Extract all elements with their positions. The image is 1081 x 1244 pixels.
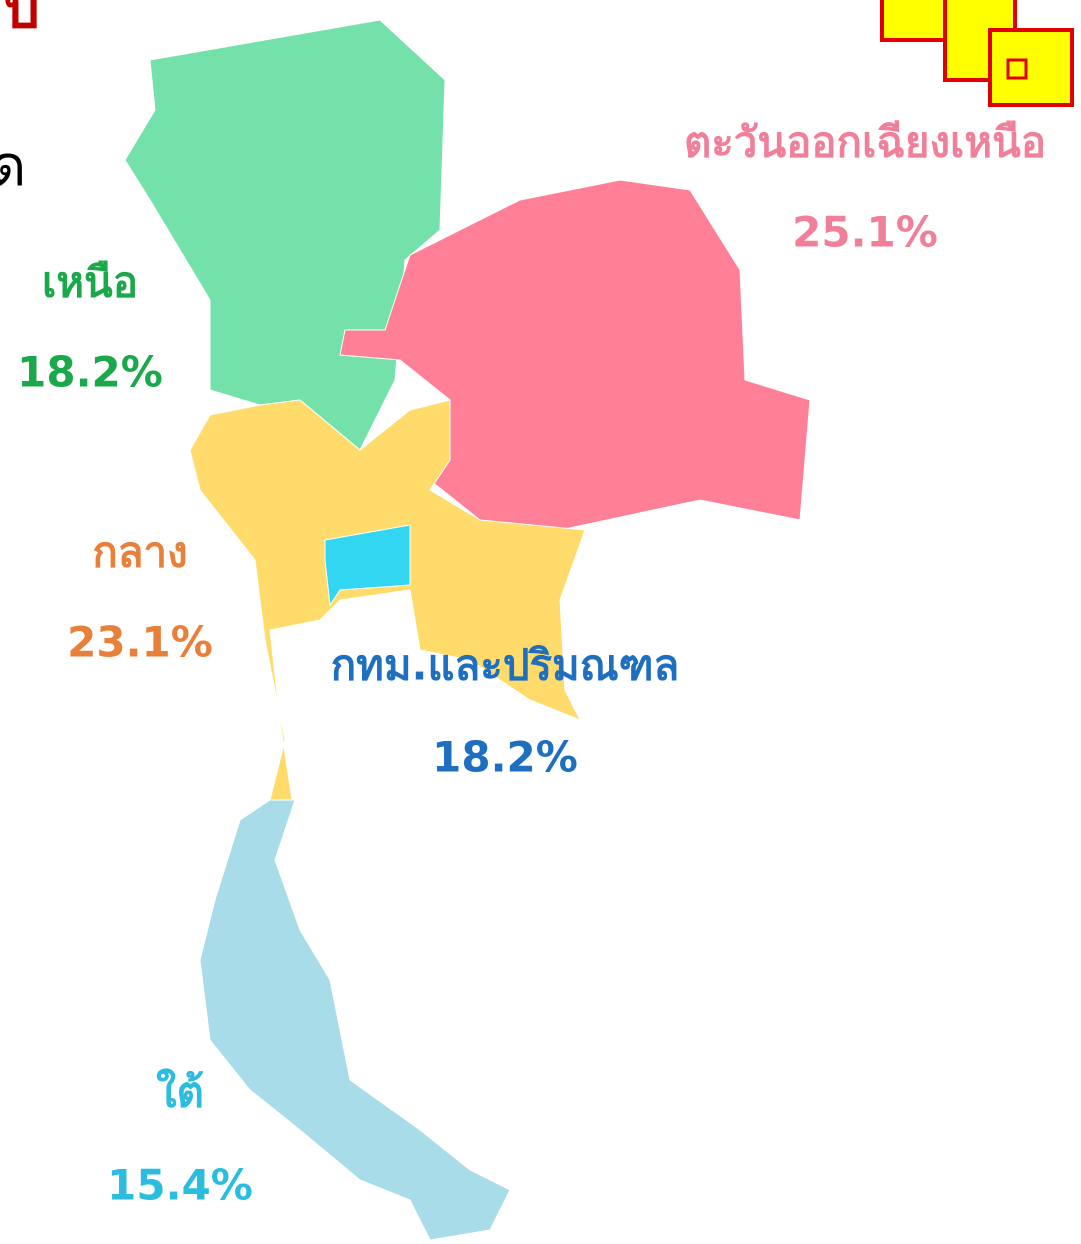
region-northeast [339,179,811,531]
region-share: 23.1% [67,618,213,667]
region-bangkok [324,524,411,607]
region-share: 18.2% [432,733,578,782]
region-name: กทม.และปริมณฑล [331,641,680,690]
region-south [199,799,511,1241]
region-north [124,19,446,451]
region-share: 15.4% [107,1161,253,1210]
region-share: 18.2% [17,348,163,397]
region-central [189,399,586,801]
region-name: ใต้ [156,1068,204,1117]
cropped-title: บ [4,0,40,41]
region-share: 25.1% [792,208,938,257]
cropped-title: ด [0,134,26,199]
ornament [880,0,1074,107]
region-name: กลาง [92,528,187,577]
region-name: เหนือ [42,258,138,307]
region-name: ตะวันออกเฉียงเหนือ [684,118,1046,167]
